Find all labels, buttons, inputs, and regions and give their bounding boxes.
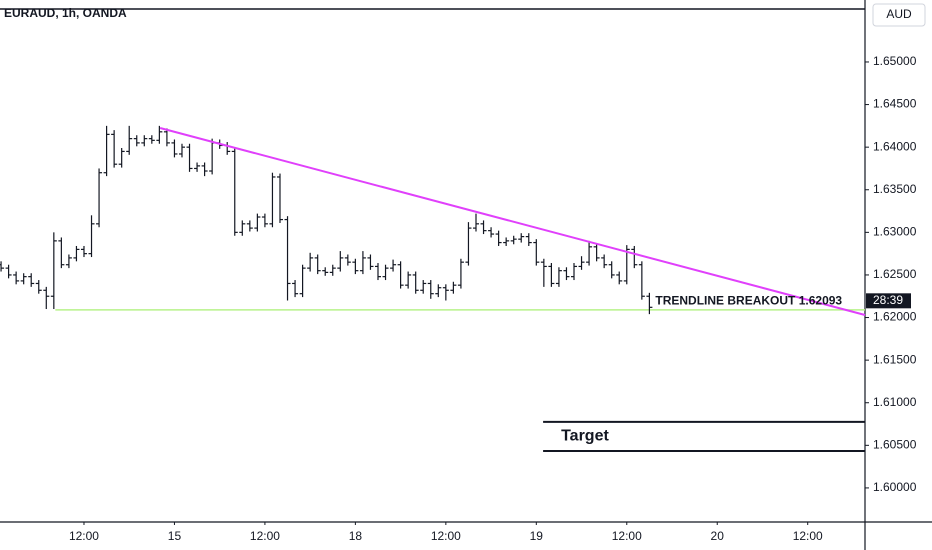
target-label: Target <box>561 428 609 445</box>
y-tick-label: 1.64000 <box>873 139 917 153</box>
breakout-label: TRENDLINE BREAKOUT 1.62093 <box>655 293 842 307</box>
x-tick-label: 15 <box>168 529 182 543</box>
y-tick-label: 1.62500 <box>873 267 917 281</box>
x-tick-label: 12:00 <box>793 529 823 543</box>
y-tick-label: 1.62000 <box>873 310 917 324</box>
y-tick-label: 1.64500 <box>873 97 917 111</box>
y-tick-label: 1.65000 <box>873 54 917 68</box>
countdown-box <box>866 293 911 309</box>
y-tick-label: 1.61500 <box>873 352 917 366</box>
chart-title: EURAUD, 1h, OANDA <box>4 6 127 20</box>
y-tick-label: 1.63500 <box>873 182 917 196</box>
currency-box[interactable] <box>872 3 926 27</box>
x-tick-label: 12:00 <box>612 529 642 543</box>
x-tick-label: 12:00 <box>69 529 99 543</box>
x-tick-label: 12:00 <box>250 529 280 543</box>
y-tick-label: 1.60500 <box>873 437 917 451</box>
countdown-label: 28:39 <box>873 293 903 307</box>
y-tick-label: 1.60000 <box>873 480 917 494</box>
y-tick-label: 1.63000 <box>873 225 917 239</box>
y-tick-label: 1.61000 <box>873 395 917 409</box>
x-tick-label: 19 <box>530 529 544 543</box>
x-tick-label: 20 <box>711 529 725 543</box>
trendline <box>159 127 866 316</box>
currency-label[interactable]: AUD <box>886 7 912 21</box>
x-tick-label: 12:00 <box>431 529 461 543</box>
x-tick-label: 18 <box>349 529 363 543</box>
